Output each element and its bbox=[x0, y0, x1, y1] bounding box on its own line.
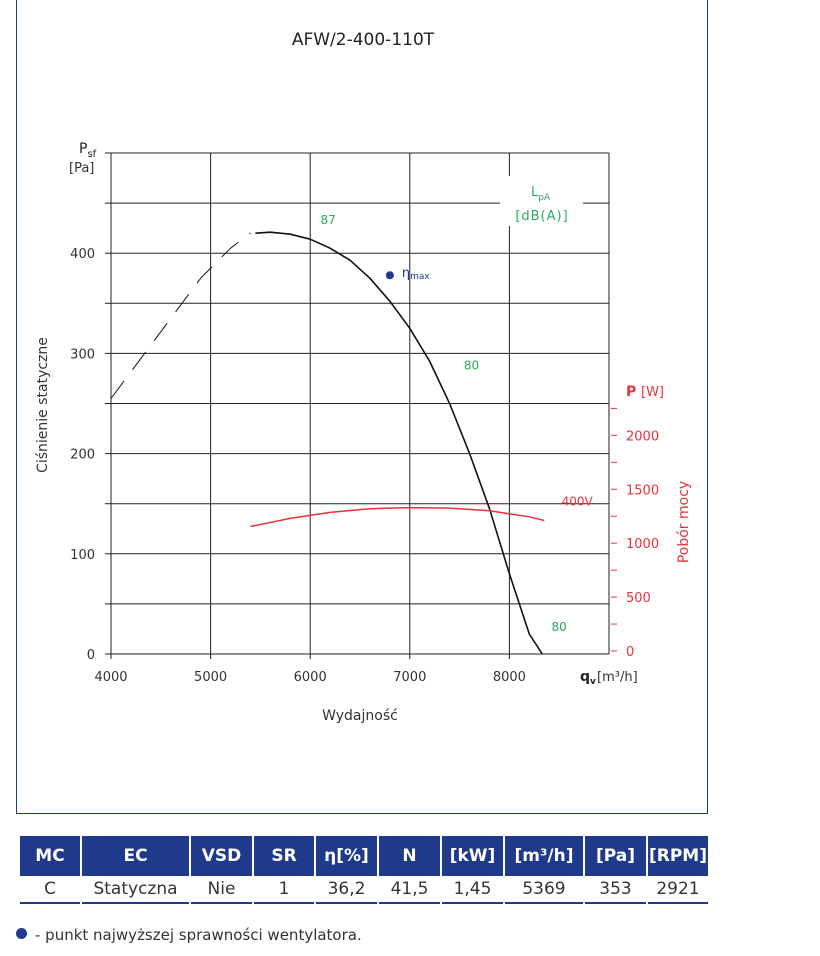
table-header-cell: N bbox=[379, 836, 440, 876]
grid bbox=[105, 152, 617, 659]
table-cell: Nie bbox=[191, 876, 252, 904]
table-header-cell: VSD bbox=[191, 836, 252, 876]
table-cell: C bbox=[20, 876, 80, 904]
y2-tick-label: 2000 bbox=[626, 429, 659, 444]
x-axis-label: Wydajność bbox=[322, 708, 398, 724]
footnote: - punkt najwyższej sprawności wentylator… bbox=[16, 926, 362, 944]
y-tick-label: 300 bbox=[70, 347, 95, 362]
y-tick-label: 100 bbox=[70, 548, 95, 563]
table-row: C Statyczna Nie 1 36,2 41,5 1,45 5369 353 2921 bbox=[20, 876, 708, 904]
table-header-cell: [RPM] bbox=[648, 836, 708, 876]
x-tick-label: 7000 bbox=[393, 670, 426, 685]
y-axis-label: Ciśnienie statyczne bbox=[35, 337, 51, 473]
table-cell: 353 bbox=[585, 876, 646, 904]
y2-tick-label: 0 bbox=[626, 645, 634, 660]
x-unit-symbol: qv bbox=[580, 669, 596, 687]
sound-legend-box bbox=[500, 176, 583, 226]
y-symbol-sub: sf bbox=[87, 149, 96, 160]
table-header-cell: MC bbox=[20, 836, 80, 876]
eta-max-label: ηmax bbox=[402, 266, 431, 282]
footnote-text: - punkt najwyższej sprawności wentylator… bbox=[35, 926, 362, 944]
y-symbol: Psf bbox=[79, 141, 97, 160]
power-series-label: 400V bbox=[562, 495, 594, 509]
y-tick-label: 200 bbox=[70, 448, 95, 463]
chart-title: AFW/2-400-110T bbox=[292, 30, 435, 50]
sound-level-label: 80 bbox=[552, 620, 567, 634]
table-cell: 5369 bbox=[505, 876, 583, 904]
table-body: C Statyczna Nie 1 36,2 41,5 1,45 5369 353 2921 bbox=[20, 876, 708, 904]
table-header-cell: SR bbox=[254, 836, 314, 876]
sound-sub: pA bbox=[538, 193, 551, 203]
y2-unit: [W] bbox=[641, 385, 664, 400]
table-cell: 1,45 bbox=[442, 876, 503, 904]
x-unit: [m³/h] bbox=[597, 670, 638, 685]
table-header-cell: [Pa] bbox=[585, 836, 646, 876]
table-cell: Statyczna bbox=[82, 876, 189, 904]
y-tick-label: 400 bbox=[70, 247, 95, 262]
table-header-cell: [kW] bbox=[442, 836, 503, 876]
y-tick-label: 0 bbox=[87, 648, 95, 663]
x-tick-label: 8000 bbox=[493, 670, 526, 685]
y2-tick-label: 1500 bbox=[626, 483, 659, 498]
x-tick-label: 6000 bbox=[294, 670, 327, 685]
pressure-curve bbox=[255, 231, 543, 655]
table-cell: 41,5 bbox=[379, 876, 440, 904]
y-unit: [Pa] bbox=[69, 161, 94, 176]
eta-max-sub: max bbox=[410, 272, 430, 282]
chart-frame: ηmax AFW/2-400-110T 0 100 200 300 400 4000 5000 6… bbox=[16, 0, 708, 814]
sound-unit: [dB(A)] bbox=[515, 209, 568, 224]
sound-level-label: 80 bbox=[464, 358, 479, 372]
curves bbox=[110, 231, 545, 655]
table-header-row: MC EC VSD SR η[%] N [kW] [m³/h] [Pa] [RPM] bbox=[20, 836, 708, 876]
sound-level-label: 87 bbox=[320, 213, 335, 227]
x-unit-sub: v bbox=[590, 677, 596, 687]
power-curve-400v bbox=[250, 506, 545, 528]
table-cell: 36,2 bbox=[316, 876, 377, 904]
x-tick-label: 5000 bbox=[194, 670, 227, 685]
y2-axis-label: Pobór mocy bbox=[676, 481, 692, 563]
table-header-cell: EC bbox=[82, 836, 189, 876]
stall-region-dashed-line bbox=[110, 232, 251, 399]
table-header-cell: η[%] bbox=[316, 836, 377, 876]
y2-tick-label: 500 bbox=[626, 591, 651, 606]
eta-max-dot-icon bbox=[16, 928, 27, 939]
table-cell: 1 bbox=[254, 876, 314, 904]
x-tick-label: 4000 bbox=[94, 670, 127, 685]
table-cell: 2921 bbox=[648, 876, 708, 904]
y2-tick-label: 1000 bbox=[626, 537, 659, 552]
eta-max-point bbox=[385, 271, 394, 280]
table-header-cell: [m³/h] bbox=[505, 836, 583, 876]
parameters-table: MC EC VSD SR η[%] N [kW] [m³/h] [Pa] [RPM] C Staty… bbox=[18, 836, 710, 904]
y2-symbol: P bbox=[626, 384, 636, 400]
